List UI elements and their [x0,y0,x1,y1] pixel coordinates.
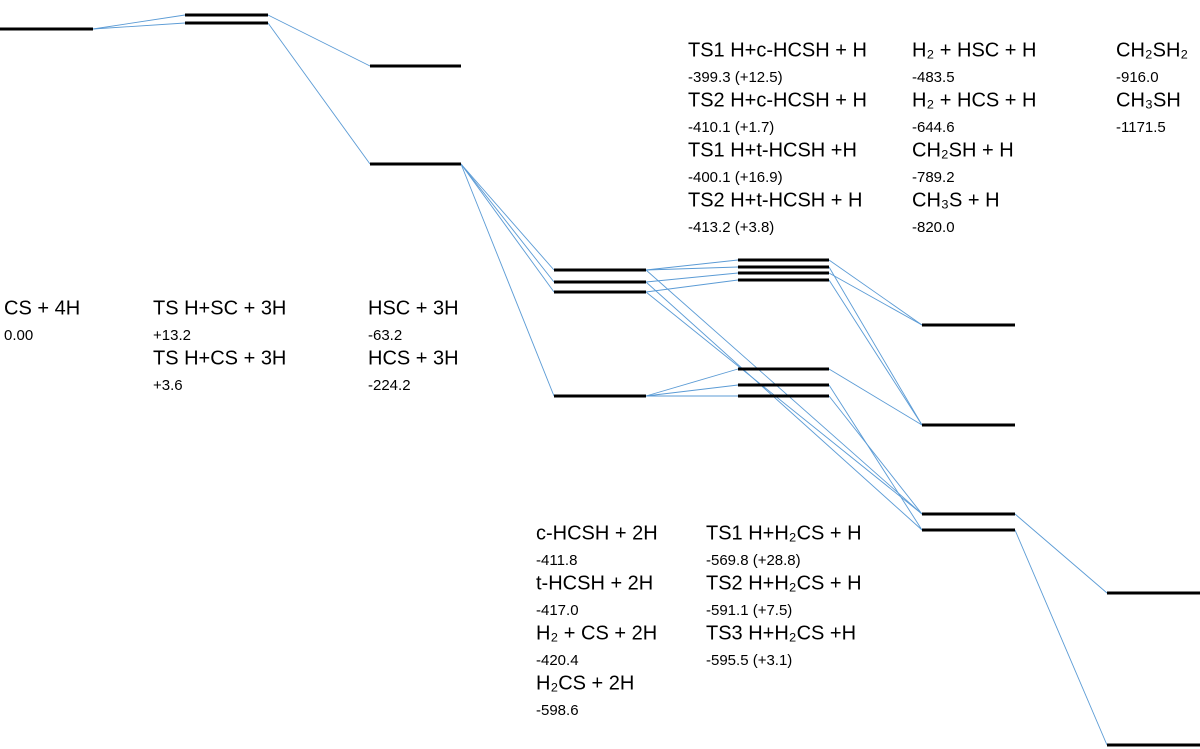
species-name: c-HCSH + 2H [536,522,658,544]
species-energy: -916.0 [1116,69,1159,86]
connector [1014,513,1108,594]
connector [1014,529,1108,746]
connector [645,269,923,515]
connector [828,384,923,531]
connector [645,368,739,397]
species-name: TS1 H+t-HCSH +H [688,139,857,161]
species-name: TS H+SC + 3H [153,297,286,319]
species-energy: -63.2 [368,327,402,344]
species-energy: 0.00 [4,327,33,344]
species-energy: -569.8 (+28.8) [706,552,801,569]
connector [645,281,923,531]
species-name: H₂CS + 2H [536,672,634,694]
species-energy: -417.0 [536,602,579,619]
species-energy: -591.1 (+7.5) [706,602,792,619]
species-energy: -413.2 (+3.8) [688,219,774,236]
connector [828,272,923,326]
connector [92,14,186,30]
species-name: TS1 H+H₂CS + H [706,522,862,544]
connector [267,22,371,165]
species-name: TS2 H+c-HCSH + H [688,89,867,111]
connector [828,266,923,426]
species-name: CH₃S + H [912,189,1000,211]
connector [460,163,555,283]
connector [267,14,371,67]
connector [460,163,555,293]
connector [460,163,555,271]
species-energy: +13.2 [153,327,191,344]
species-name: TS H+CS + 3H [153,347,286,369]
connector [645,272,739,283]
species-energy: -420.4 [536,652,579,669]
species-name: TS3 H+H₂CS +H [706,622,856,644]
connector [645,259,739,271]
connector [645,291,923,515]
species-name: HCS + 3H [368,347,459,369]
species-name: TS2 H+H₂CS + H [706,572,862,594]
connector [92,22,186,30]
species-name: CH₂SH₂ [1116,39,1188,61]
species-name: t-HCSH + 2H [536,572,653,594]
species-name: HSC + 3H [368,297,459,319]
species-energy: -411.8 [536,552,577,569]
species-name: TS2 H+t-HCSH + H [688,189,862,211]
connector [828,395,923,515]
species-energy: -644.6 [912,119,955,136]
connector [828,279,923,426]
species-energy: -789.2 [912,169,955,186]
species-energy: +3.6 [153,377,183,394]
species-name: TS1 H+c-HCSH + H [688,39,867,61]
species-energy: -399.3 (+12.5) [688,69,783,86]
species-energy: -224.2 [368,377,411,394]
species-energy: -820.0 [912,219,955,236]
connector [645,384,739,397]
species-name: CH₂SH + H [912,139,1014,161]
species-energy: -598.6 [536,702,579,719]
species-energy: -410.1 (+1.7) [688,119,774,136]
connector [828,368,923,426]
species-name: CH₃SH [1116,89,1181,111]
species-name: CS + 4H [4,297,80,319]
connector [645,279,739,293]
species-name: H₂ + HSC + H [912,39,1036,61]
connector [460,163,555,397]
species-energy: -483.5 [912,69,955,86]
species-energy: -1171.5 [1116,119,1166,136]
species-name: H₂ + CS + 2H [536,622,657,644]
species-energy: -595.5 (+3.1) [706,652,792,669]
connector [828,259,923,326]
species-energy: -400.1 (+16.9) [688,169,783,186]
connector [645,266,739,271]
species-name: H₂ + HCS + H [912,89,1036,111]
